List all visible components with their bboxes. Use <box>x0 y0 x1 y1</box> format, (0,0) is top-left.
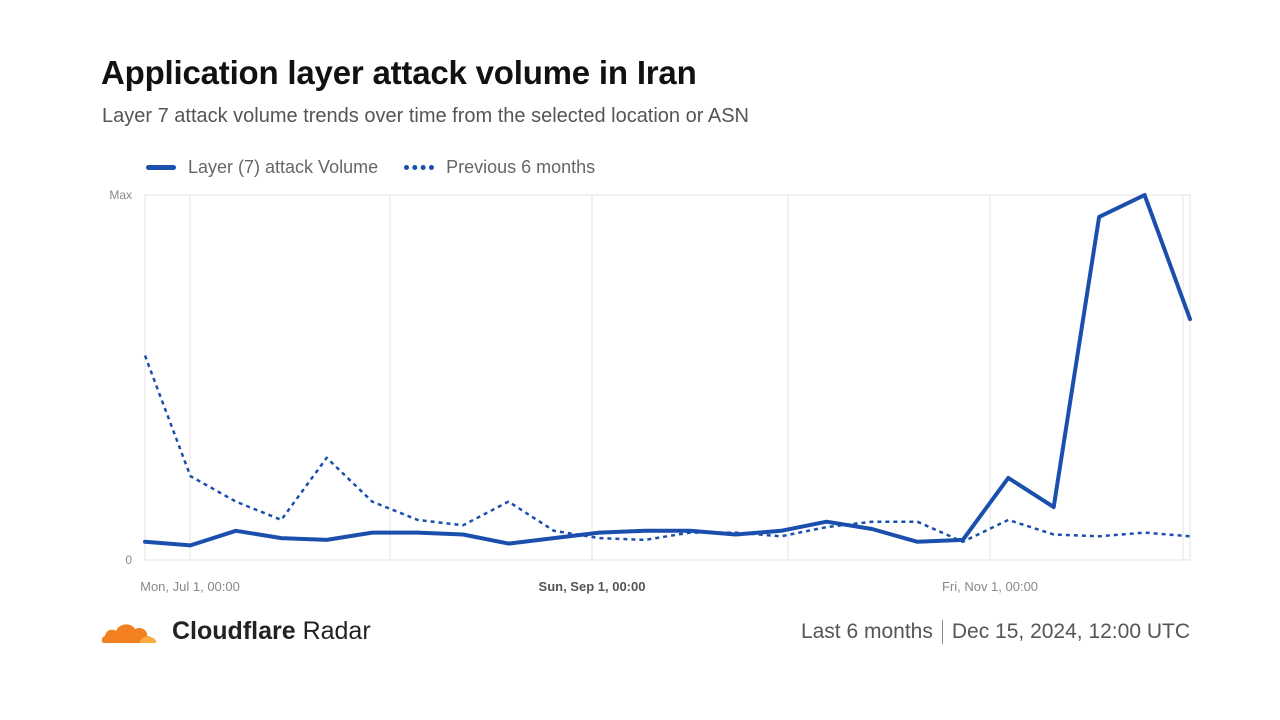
legend-dotted-line-icon <box>404 164 435 170</box>
footer-divider <box>941 620 943 645</box>
footer-meta: Last 6 months Dec 15, 2024, 12:00 UTC <box>800 620 1190 645</box>
legend-item-current[interactable]: Layer (7) attack Volume <box>146 157 378 178</box>
brand-name: Cloudflare Radar <box>172 617 371 646</box>
period-label: Last 6 months <box>800 620 933 643</box>
chart-subtitle: Layer 7 attack volume trends over time f… <box>102 105 749 127</box>
brand-name-light: Radar <box>295 616 371 645</box>
legend-label-previous: Previous 6 months <box>446 156 596 177</box>
y-tick-label: 0 <box>125 553 132 567</box>
chart-title: Application layer attack volume in Iran <box>101 54 697 91</box>
x-tick-label: Fri, Nov 1, 00:00 <box>942 579 1038 594</box>
legend-solid-line-icon <box>146 164 176 170</box>
timestamp-label: Dec 15, 2024, 12:00 UTC <box>951 620 1190 643</box>
x-tick-label: Sun, Sep 1, 00:00 <box>539 579 646 594</box>
cloudflare-cloud-icon <box>101 624 157 643</box>
brand-name-bold: Cloudflare <box>172 616 296 645</box>
line-chart: 0 Max Mon, Jul 1, 00:00 Sun, Sep 1, 00:00 Fr… <box>109 188 1192 594</box>
cloudflare-radar-logo: Cloudflare Radar <box>100 616 371 646</box>
legend-label-current: Layer (7) attack Volume <box>188 156 379 177</box>
legend: Layer (7) attack Volume Previous 6 month… <box>146 155 621 179</box>
legend-item-previous[interactable]: Previous 6 months <box>404 157 595 178</box>
series-line-current <box>143 193 1192 548</box>
y-tick-label: Max <box>109 188 132 202</box>
series-line-previous <box>143 355 1191 544</box>
x-tick-label: Mon, Jul 1, 00:00 <box>140 579 240 594</box>
plot-frame <box>144 194 1191 561</box>
